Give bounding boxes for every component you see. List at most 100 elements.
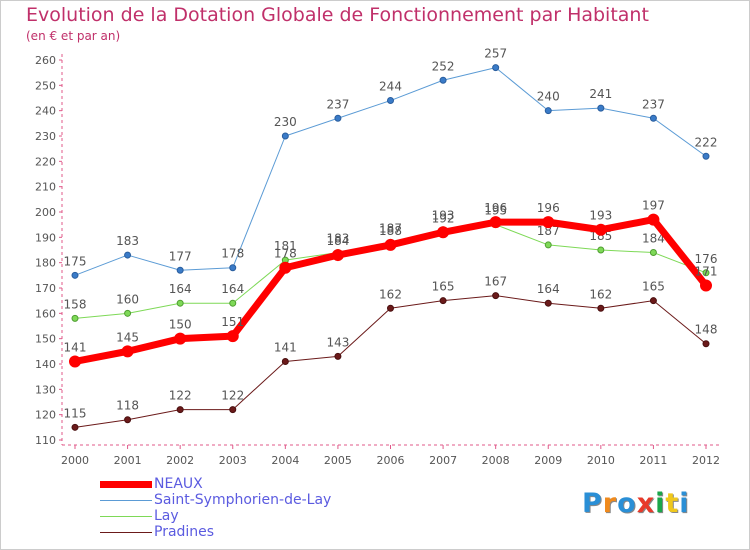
data-point <box>176 406 184 414</box>
y-tick-label: 130 <box>35 383 56 396</box>
data-label: 183 <box>116 234 139 248</box>
x-tick-label: 2001 <box>114 454 142 467</box>
data-point <box>124 416 132 424</box>
data-label: 141 <box>274 340 297 354</box>
data-point <box>176 266 184 274</box>
data-label: 118 <box>116 399 139 413</box>
y-tick-label: 210 <box>35 181 56 194</box>
chart-title: Evolution de la Dotation Globale de Fonc… <box>26 4 649 26</box>
data-point <box>594 223 607 236</box>
chart-subtitle: (en € et par an) <box>26 29 121 43</box>
data-label: 193 <box>432 209 455 223</box>
legend-swatch <box>100 499 152 501</box>
data-label: 115 <box>64 406 87 420</box>
data-label: 184 <box>642 232 665 246</box>
data-label: 241 <box>589 87 612 101</box>
data-label: 237 <box>642 97 665 111</box>
data-label: 148 <box>695 323 718 337</box>
data-point <box>229 406 237 414</box>
data-point <box>649 249 657 257</box>
data-label: 151 <box>221 315 244 329</box>
data-label: 196 <box>484 201 507 215</box>
data-point <box>492 64 500 72</box>
legend-item: Saint-Symphorien-de-Lay <box>100 492 331 508</box>
x-tick-label: 2012 <box>692 454 720 467</box>
legend-label: Pradines <box>154 524 215 540</box>
data-label: 230 <box>274 115 297 129</box>
data-label: 183 <box>326 232 349 246</box>
data-point <box>544 299 552 307</box>
data-point <box>439 76 447 84</box>
data-point <box>281 357 289 365</box>
data-label: 158 <box>64 297 87 311</box>
data-label: 176 <box>695 252 718 266</box>
data-label: 187 <box>379 221 402 235</box>
data-label: 197 <box>642 199 665 213</box>
legend-swatch <box>100 480 152 488</box>
legend-label: Lay <box>154 508 179 524</box>
data-label: 177 <box>169 249 192 263</box>
data-label: 185 <box>589 229 612 243</box>
data-point <box>492 292 500 300</box>
data-label: 122 <box>169 389 192 403</box>
data-point <box>334 352 342 360</box>
data-label: 181 <box>274 239 297 253</box>
x-tick-label: 2007 <box>429 454 457 467</box>
y-tick-label: 200 <box>35 206 56 219</box>
data-point <box>597 104 605 112</box>
data-label: 145 <box>116 330 139 344</box>
x-tick-label: 2008 <box>482 454 510 467</box>
y-tick-label: 160 <box>35 307 56 320</box>
data-label: 192 <box>432 211 455 225</box>
y-tick-label: 150 <box>35 333 56 346</box>
data-point <box>387 304 394 312</box>
data-label: 143 <box>326 335 349 349</box>
data-label: 187 <box>537 224 560 238</box>
data-label: 237 <box>326 97 349 111</box>
data-label: 196 <box>537 201 560 215</box>
data-point <box>71 423 79 431</box>
data-point <box>597 246 605 254</box>
legend-item: NEAUX <box>100 476 203 492</box>
y-tick-label: 230 <box>35 130 56 143</box>
data-point <box>176 299 184 307</box>
data-point <box>542 216 555 229</box>
y-tick-label: 260 <box>35 54 56 67</box>
data-point <box>69 355 81 368</box>
legend-swatch <box>100 531 152 533</box>
data-point <box>649 297 657 305</box>
data-point <box>702 152 710 160</box>
y-tick-label: 220 <box>35 155 56 168</box>
data-label: 252 <box>432 59 455 73</box>
x-tick-label: 2006 <box>377 454 405 467</box>
data-label: 175 <box>64 254 87 268</box>
y-tick-label: 110 <box>35 434 56 447</box>
data-label: 162 <box>589 287 612 301</box>
data-label: 257 <box>484 47 507 61</box>
data-label: 122 <box>221 389 244 403</box>
data-point <box>71 271 79 279</box>
data-label: 164 <box>537 282 560 296</box>
data-point <box>647 213 660 226</box>
y-tick-label: 120 <box>35 409 56 422</box>
data-point <box>544 241 552 249</box>
y-tick-label: 170 <box>35 282 56 295</box>
data-label: 244 <box>379 80 402 94</box>
data-label: 193 <box>589 209 612 223</box>
data-point <box>124 251 132 259</box>
x-tick-label: 2010 <box>587 454 615 467</box>
data-label: 188 <box>379 224 402 238</box>
data-point <box>437 226 450 239</box>
legend-label: Saint-Symphorien-de-Lay <box>154 492 332 508</box>
y-tick-label: 250 <box>35 79 56 92</box>
y-tick-label: 240 <box>35 105 56 118</box>
y-tick-label: 180 <box>35 257 56 270</box>
legend-item: Pradines <box>100 524 214 540</box>
data-point <box>281 132 289 140</box>
data-point <box>229 264 237 272</box>
data-point <box>387 97 394 105</box>
data-label: 195 <box>484 204 507 218</box>
data-point <box>174 332 187 345</box>
